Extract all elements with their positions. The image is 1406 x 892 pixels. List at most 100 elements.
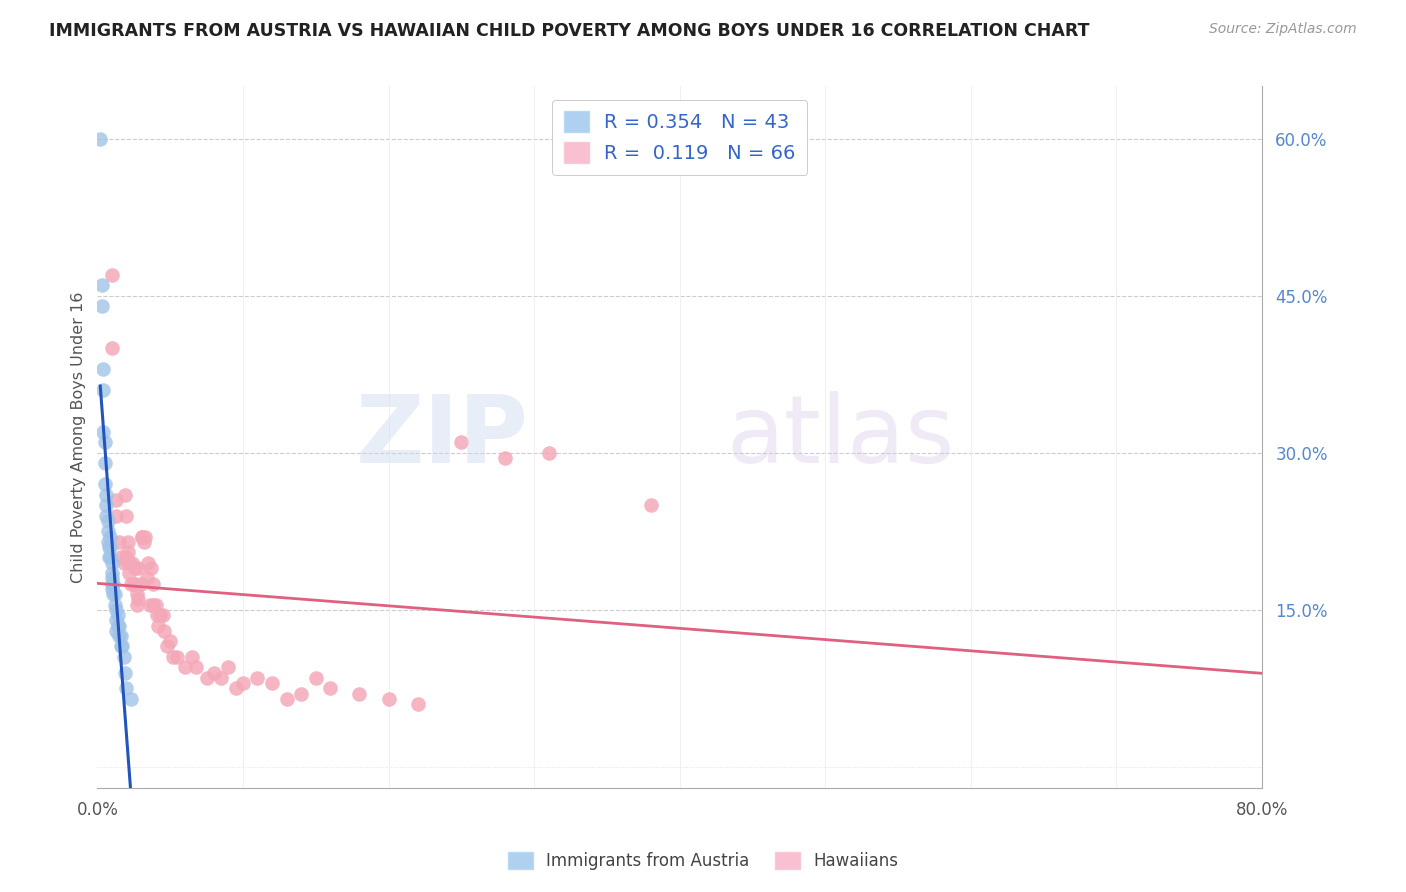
Point xyxy=(122,576,145,591)
Point xyxy=(112,556,135,570)
Point xyxy=(117,534,139,549)
Point xyxy=(110,629,132,643)
Point xyxy=(131,530,153,544)
Point xyxy=(103,576,125,591)
Point xyxy=(101,582,124,596)
Point xyxy=(101,341,124,355)
Point xyxy=(101,556,124,570)
Point xyxy=(107,618,129,632)
Legend: R = 0.354   N = 43, R =  0.119   N = 66: R = 0.354 N = 43, R = 0.119 N = 66 xyxy=(553,100,807,175)
Y-axis label: Child Poverty Among Boys Under 16: Child Poverty Among Boys Under 16 xyxy=(72,292,86,582)
Point xyxy=(115,681,138,696)
Point xyxy=(94,508,117,523)
Point xyxy=(96,534,118,549)
Point xyxy=(148,618,170,632)
Point xyxy=(93,477,115,491)
Point xyxy=(276,691,298,706)
Text: atlas: atlas xyxy=(727,391,955,483)
Point xyxy=(232,676,254,690)
Text: ZIP: ZIP xyxy=(356,391,529,483)
Point xyxy=(120,691,142,706)
Point xyxy=(406,697,429,711)
Point xyxy=(246,671,269,685)
Point xyxy=(152,608,174,623)
Point xyxy=(195,671,218,685)
Point xyxy=(319,681,342,696)
Point xyxy=(127,592,149,607)
Point xyxy=(166,649,188,664)
Point xyxy=(105,508,128,523)
Point xyxy=(125,587,148,601)
Point xyxy=(537,446,560,460)
Point xyxy=(100,550,122,565)
Point xyxy=(91,362,114,376)
Point xyxy=(121,556,143,570)
Point xyxy=(149,608,172,623)
Point xyxy=(100,530,122,544)
Point xyxy=(101,268,124,282)
Point xyxy=(101,571,124,585)
Point xyxy=(114,665,136,680)
Point xyxy=(217,660,239,674)
Point xyxy=(450,435,472,450)
Point xyxy=(377,691,399,706)
Point xyxy=(132,534,155,549)
Point xyxy=(94,488,117,502)
Point xyxy=(105,613,128,627)
Point xyxy=(131,530,153,544)
Point xyxy=(142,598,165,612)
Point xyxy=(101,566,124,581)
Point xyxy=(115,508,138,523)
Point xyxy=(136,556,159,570)
Point xyxy=(98,550,121,565)
Point xyxy=(93,456,115,470)
Point xyxy=(96,524,118,539)
Point xyxy=(117,545,139,559)
Point xyxy=(127,561,149,575)
Point xyxy=(105,492,128,507)
Legend: Immigrants from Austria, Hawaiians: Immigrants from Austria, Hawaiians xyxy=(502,845,904,877)
Point xyxy=(349,687,371,701)
Point xyxy=(181,649,204,664)
Point xyxy=(104,587,127,601)
Point xyxy=(141,561,163,575)
Point xyxy=(107,608,129,623)
Point xyxy=(101,576,124,591)
Point xyxy=(96,514,118,528)
Point xyxy=(98,540,121,554)
Point xyxy=(89,132,111,146)
Point xyxy=(108,534,131,549)
Point xyxy=(108,618,131,632)
Point xyxy=(494,450,516,465)
Point xyxy=(110,640,132,654)
Point xyxy=(112,649,135,664)
Point xyxy=(118,566,141,581)
Point xyxy=(108,629,131,643)
Point xyxy=(125,598,148,612)
Point xyxy=(120,576,142,591)
Point xyxy=(209,671,232,685)
Point xyxy=(93,435,115,450)
Text: Source: ZipAtlas.com: Source: ZipAtlas.com xyxy=(1209,22,1357,37)
Point xyxy=(100,540,122,554)
Point xyxy=(118,556,141,570)
Point xyxy=(142,576,165,591)
Point xyxy=(104,598,127,612)
Point xyxy=(129,576,152,591)
Point xyxy=(105,624,128,638)
Point xyxy=(290,687,312,701)
Point xyxy=(156,640,179,654)
Point xyxy=(260,676,283,690)
Point xyxy=(153,624,176,638)
Point xyxy=(145,598,167,612)
Point xyxy=(124,576,146,591)
Point xyxy=(103,587,125,601)
Text: IMMIGRANTS FROM AUSTRIA VS HAWAIIAN CHILD POVERTY AMONG BOYS UNDER 16 CORRELATIO: IMMIGRANTS FROM AUSTRIA VS HAWAIIAN CHIL… xyxy=(49,22,1090,40)
Point xyxy=(91,383,114,397)
Point xyxy=(146,608,169,623)
Point xyxy=(640,498,662,512)
Point xyxy=(115,550,138,565)
Point xyxy=(105,603,128,617)
Point xyxy=(186,660,208,674)
Point xyxy=(91,425,114,439)
